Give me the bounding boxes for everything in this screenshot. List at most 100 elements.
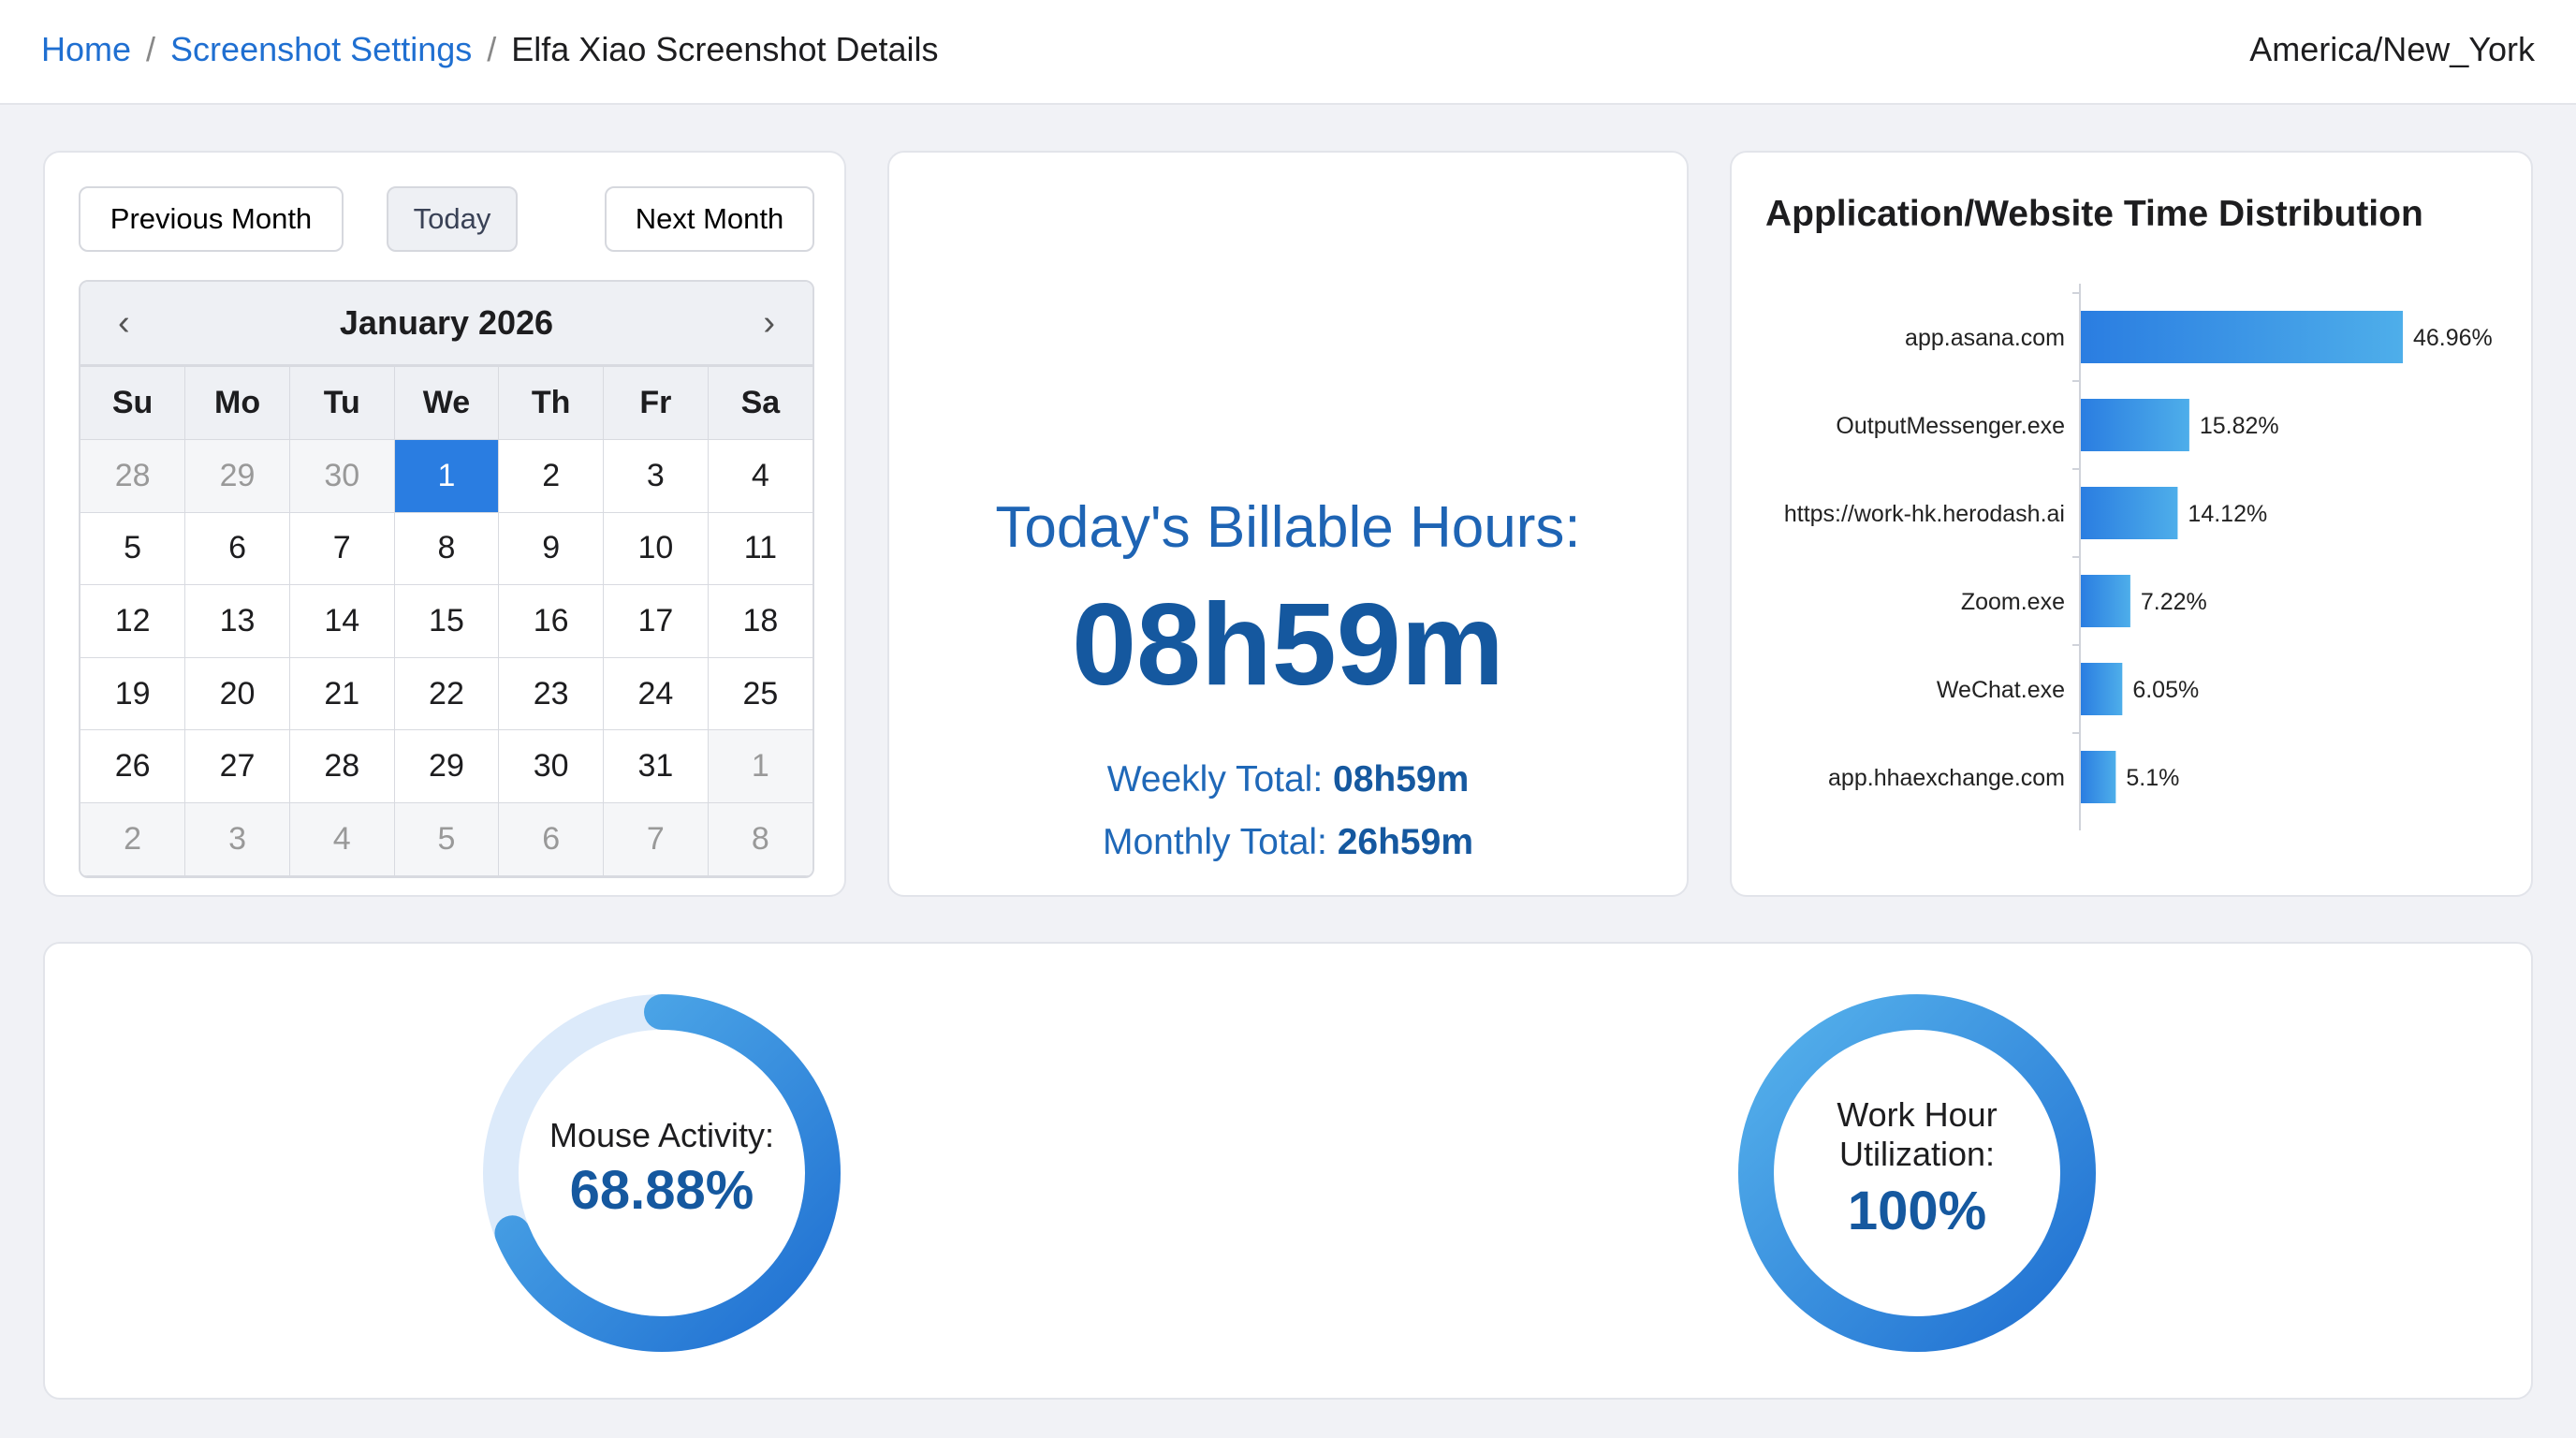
calendar-day[interactable]: 2: [498, 439, 605, 513]
calendar-day[interactable]: 3: [603, 439, 709, 513]
calendar-day[interactable]: 24: [603, 656, 709, 731]
bar-category-label: Zoom.exe: [1961, 589, 2065, 615]
utilization-value: 100%: [1847, 1181, 1987, 1241]
gauge-fill: [1738, 994, 2096, 1352]
calendar-day[interactable]: 6: [498, 801, 605, 876]
weekday-header: Tu: [288, 366, 395, 440]
bar[interactable]: [2081, 487, 2178, 539]
calendar-grid: Su Mo Tu We Th Fr Sa 28 29 30 1 2 3 4 5 6 7 8 9 10 11 12 13 14 1…: [80, 366, 812, 876]
weekday-header: We: [393, 366, 500, 440]
calendar-day[interactable]: 28: [288, 729, 395, 803]
monthly-label: Monthly Total:: [1102, 822, 1327, 862]
calendar-day[interactable]: 7: [288, 511, 395, 586]
calendar-day[interactable]: 17: [603, 584, 709, 658]
weekday-header: Su: [80, 366, 186, 440]
calendar-day[interactable]: 5: [80, 511, 186, 586]
monthly-value: 26h59m: [1337, 822, 1473, 862]
bar[interactable]: [2081, 311, 2403, 363]
monthly-total: Monthly Total: 26h59m: [889, 822, 1687, 863]
calendar-day[interactable]: 22: [393, 656, 500, 731]
gauges: [483, 994, 2096, 1352]
bar[interactable]: [2081, 399, 2189, 451]
calendar-day[interactable]: 31: [603, 729, 709, 803]
breadcrumb-separator: /: [487, 30, 497, 68]
calendar-day[interactable]: 29: [184, 439, 290, 513]
calendar-day[interactable]: 13: [184, 584, 290, 658]
billable-hours-card: Today's Billable Hours: 08h59m Weekly To…: [887, 151, 1689, 897]
header: Home / Screenshot Settings / Elfa Xiao S…: [0, 0, 2576, 105]
bar-value-label: 7.22%: [2141, 589, 2207, 615]
calendar-day[interactable]: 8: [393, 511, 500, 586]
calendar-day[interactable]: 30: [498, 729, 605, 803]
previous-month-button[interactable]: Previous Month: [79, 186, 344, 252]
breadcrumb-screenshot-settings[interactable]: Screenshot Settings: [170, 30, 473, 68]
bar-category-label: OutputMessenger.exe: [1836, 413, 2065, 439]
time-distribution-card: Application/Website Time Distribution ap…: [1730, 151, 2533, 897]
mouse-activity-value: 68.88%: [569, 1160, 754, 1221]
calendar-day[interactable]: 26: [80, 729, 186, 803]
chevron-right-icon[interactable]: ›: [763, 302, 775, 343]
utilization-label-line2: Utilization:: [1838, 1135, 1996, 1173]
calendar-day[interactable]: 15: [393, 584, 500, 658]
breadcrumb-separator: /: [146, 30, 156, 68]
bar-value-label: 15.82%: [2200, 413, 2279, 439]
bar[interactable]: [2081, 751, 2116, 803]
billable-value: 08h59m: [1072, 580, 1504, 710]
today-button[interactable]: Today: [387, 186, 518, 252]
mouse-activity-label: Mouse Activity:: [549, 1116, 775, 1154]
bar-value-label: 14.12%: [2188, 501, 2267, 527]
bar-chart: app.asana.com 46.96% OutputMessenger.exe 15…: [1784, 284, 2493, 830]
calendar-day[interactable]: 10: [603, 511, 709, 586]
bar-category-label: https://work-hk.herodash.ai: [1784, 501, 2065, 527]
next-month-button[interactable]: Next Month: [605, 186, 814, 252]
calendar-day[interactable]: 4: [288, 801, 395, 876]
calendar-day[interactable]: 4: [707, 439, 812, 513]
calendar-day[interactable]: 20: [184, 656, 290, 731]
weekly-value: 08h59m: [1333, 759, 1470, 800]
bar[interactable]: [2081, 663, 2123, 715]
breadcrumb-home[interactable]: Home: [41, 30, 132, 68]
calendar-day[interactable]: 9: [498, 511, 605, 586]
calendar-day-selected[interactable]: 1: [393, 439, 500, 513]
chevron-left-icon[interactable]: ‹: [118, 302, 130, 343]
calendar: ‹ January 2026 › Su Mo Tu We Th Fr Sa 28 29 30 1 2 3…: [79, 280, 814, 878]
calendar-day[interactable]: 30: [288, 439, 395, 513]
bar-value-label: 46.96%: [2413, 325, 2493, 351]
activity-card: Mouse Activity: 68.88% Work Hour Utiliza…: [43, 942, 2533, 1400]
weekday-header: Sa: [707, 366, 812, 440]
calendar-day[interactable]: 6: [184, 511, 290, 586]
chart-title: Application/Website Time Distribution: [1765, 194, 2423, 234]
calendar-day[interactable]: 11: [707, 511, 812, 586]
calendar-day[interactable]: 16: [498, 584, 605, 658]
month-title: January 2026: [339, 303, 554, 342]
gauge-fill: [483, 994, 841, 1352]
calendar-day[interactable]: 1: [707, 729, 812, 803]
weekday-header: Th: [498, 366, 605, 440]
calendar-day[interactable]: 5: [393, 801, 500, 876]
calendar-day[interactable]: 28: [80, 439, 186, 513]
timezone: America/New_York: [2249, 30, 2535, 68]
calendar-day[interactable]: 23: [498, 656, 605, 731]
calendar-day[interactable]: 18: [707, 584, 812, 658]
calendar-day[interactable]: 8: [707, 801, 812, 876]
billable-title: Today's Billable Hours:: [995, 495, 1581, 560]
calendar-day[interactable]: 12: [80, 584, 186, 658]
calendar-day[interactable]: 19: [80, 656, 186, 731]
calendar-day[interactable]: 3: [184, 801, 290, 876]
calendar-day[interactable]: 14: [288, 584, 395, 658]
bar-value-label: 5.1%: [2126, 765, 2179, 791]
bar-value-label: 6.05%: [2132, 677, 2199, 703]
work-hour-utilization-gauge: Work Hour Utilization: 100%: [1730, 1095, 2104, 1242]
calendar-day[interactable]: 21: [288, 656, 395, 731]
weekly-label: Weekly Total:: [1106, 759, 1324, 800]
calendar-day[interactable]: 2: [80, 801, 186, 876]
breadcrumb: Home / Screenshot Settings / Elfa Xiao S…: [41, 30, 939, 69]
bar[interactable]: [2081, 575, 2130, 627]
weekly-total: Weekly Total: 08h59m: [889, 759, 1687, 800]
bar-category-label: WeChat.exe: [1937, 677, 2065, 703]
calendar-day[interactable]: 25: [707, 656, 812, 731]
calendar-day[interactable]: 27: [184, 729, 290, 803]
calendar-day[interactable]: 7: [603, 801, 709, 876]
calendar-card: Previous Month Today Next Month ‹ Januar…: [43, 151, 846, 897]
calendar-day[interactable]: 29: [393, 729, 500, 803]
